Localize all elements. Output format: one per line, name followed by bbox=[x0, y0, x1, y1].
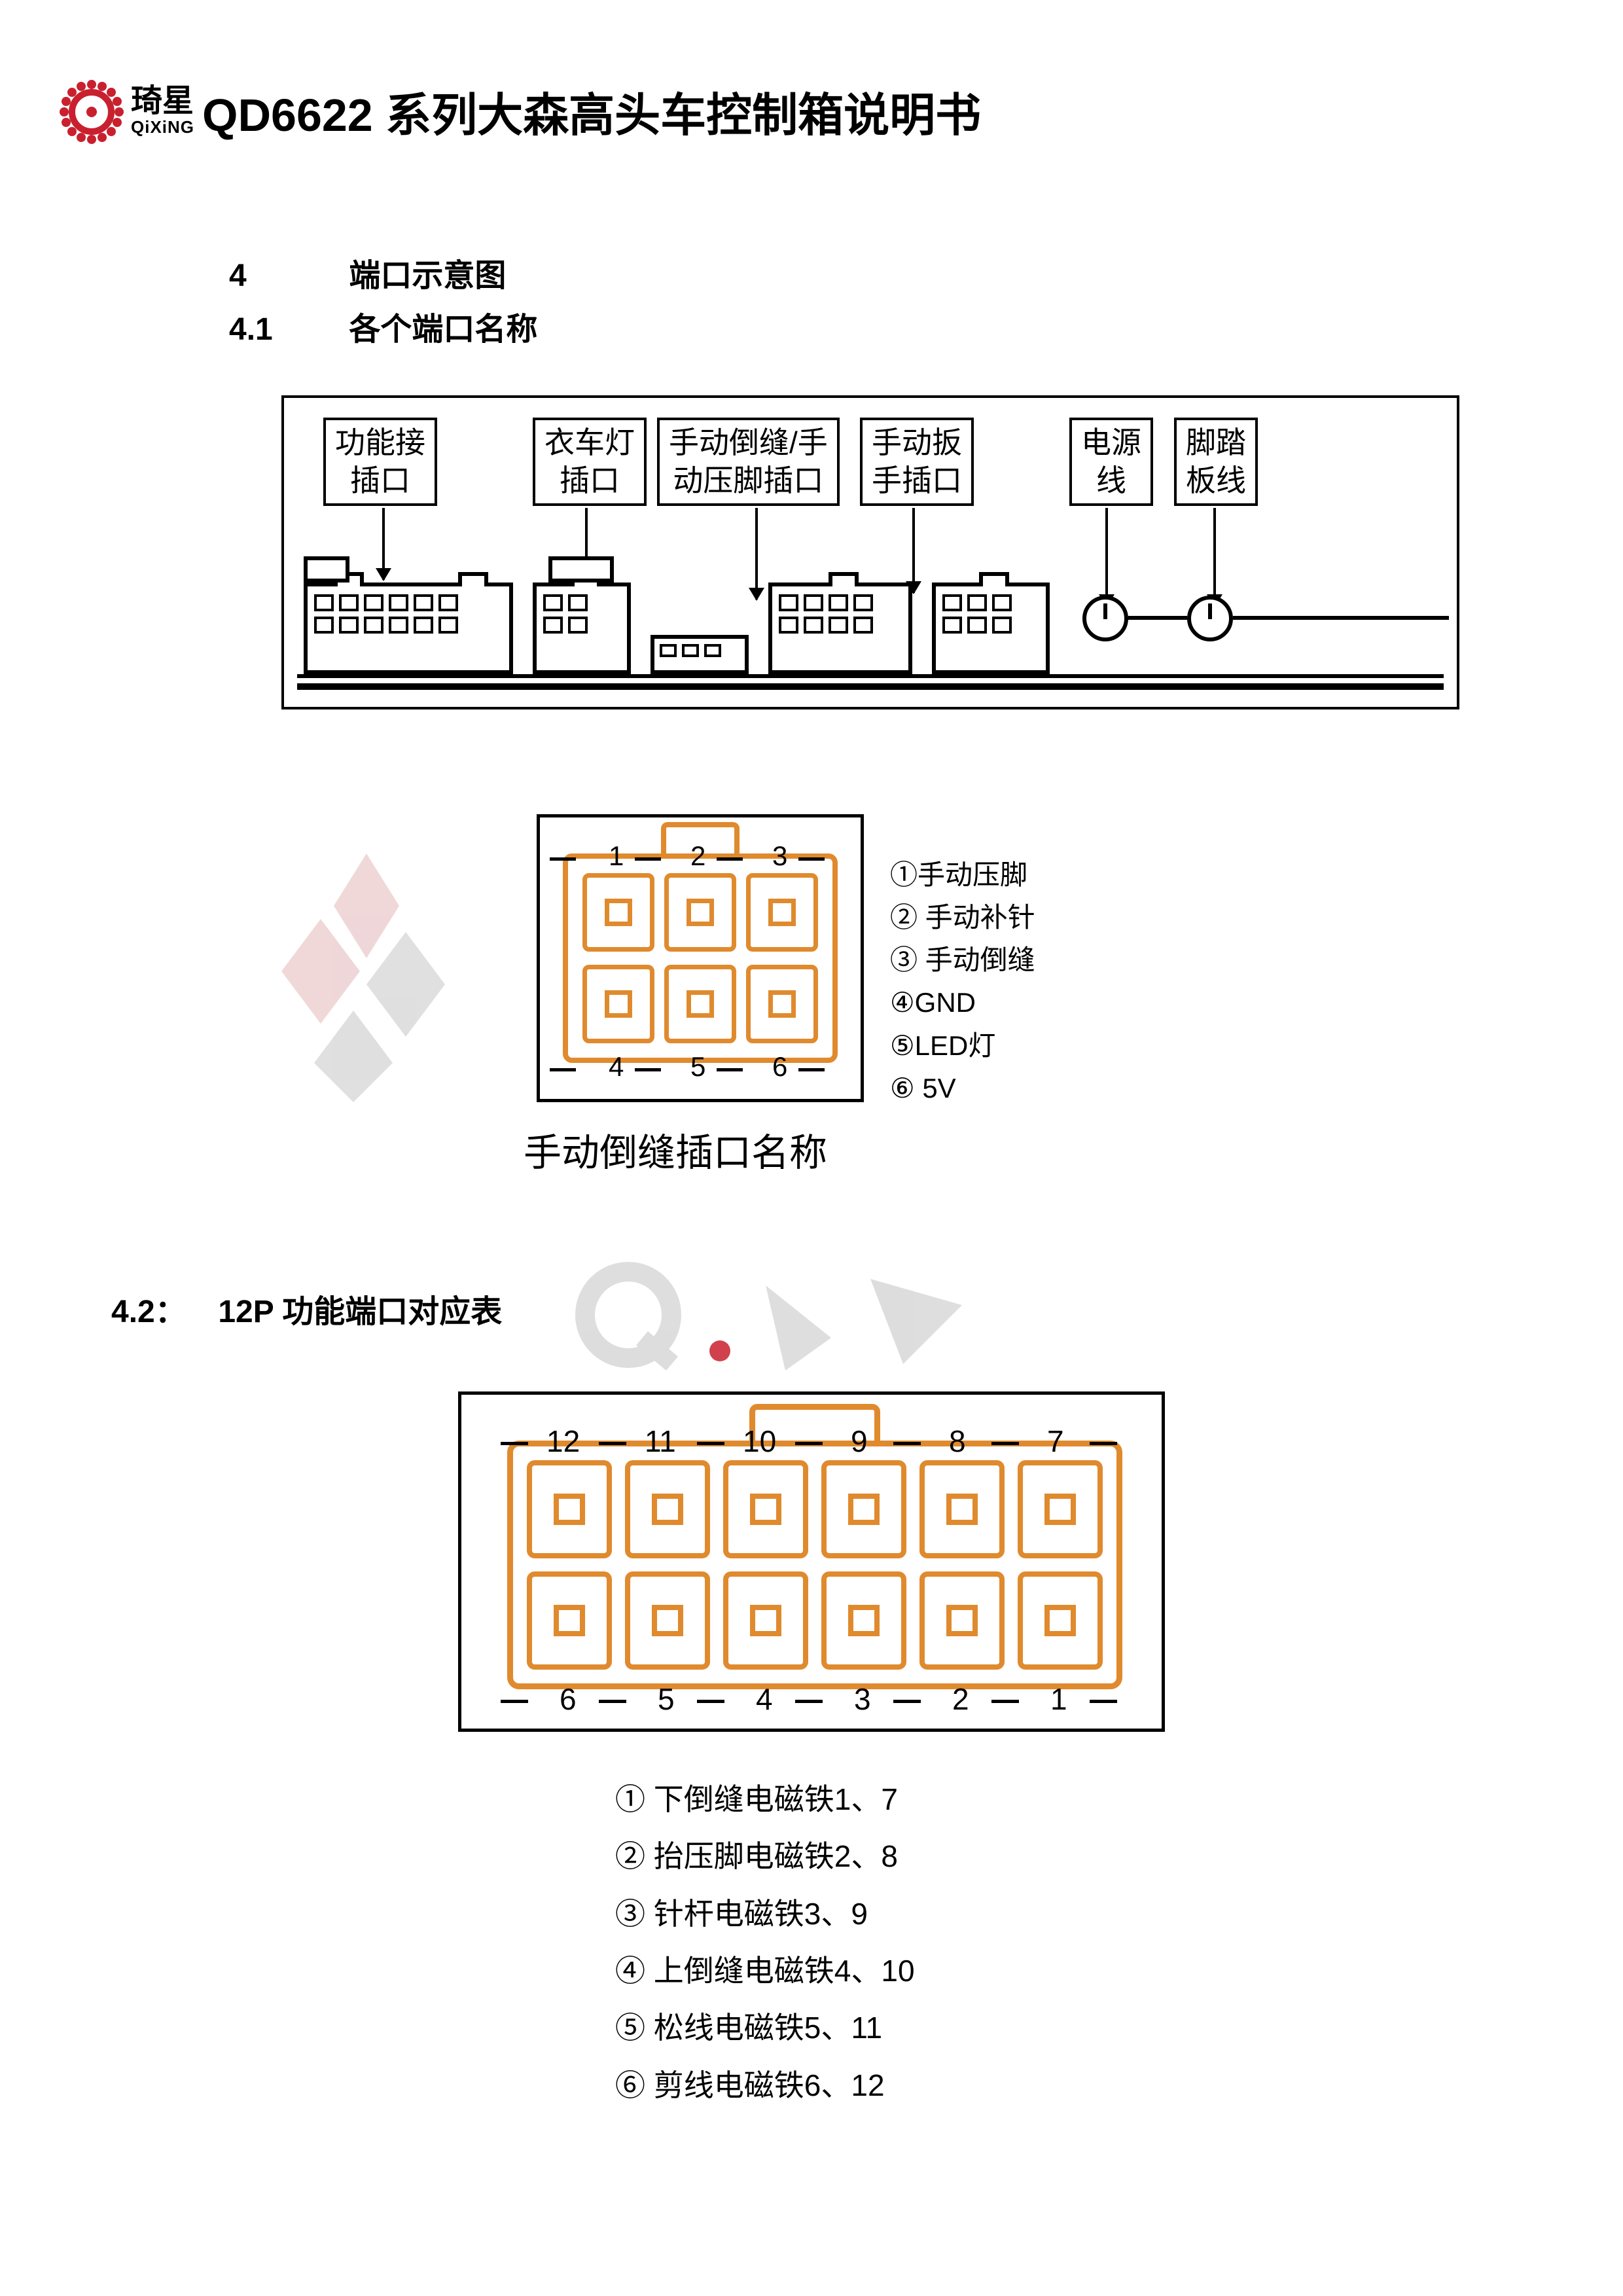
pin-cell bbox=[919, 1460, 1005, 1558]
pin-cell bbox=[821, 1571, 906, 1670]
connector-12pin-diagram: 12 11 10 9 8 7 6 5 4 3 2 1 bbox=[419, 1391, 1204, 2114]
watermark-icon bbox=[275, 827, 458, 1102]
section-4-label: 端口示意图 bbox=[349, 259, 506, 293]
pin-num: 2 bbox=[952, 1681, 969, 1717]
legend-item: ⑥ 5V bbox=[890, 1067, 1035, 1109]
section-4-num: 4 bbox=[229, 249, 340, 303]
pin-num: 3 bbox=[772, 840, 787, 872]
legend-item: ③ 手动倒缝 bbox=[890, 939, 1035, 981]
rail-icon bbox=[297, 674, 1444, 678]
section-4-1-label: 各个端口名称 bbox=[349, 312, 537, 347]
brand-logo: 琦星 QiXiNG bbox=[59, 79, 194, 145]
section-4-2-row: 4.2： 12P 功能端口对应表 bbox=[59, 1285, 1564, 1339]
pin-cell bbox=[582, 965, 654, 1043]
arrow-icon bbox=[1213, 508, 1216, 606]
legend-item: ② 抬压脚电磁铁2、8 bbox=[615, 1828, 1204, 1885]
pin-cell bbox=[1018, 1460, 1103, 1558]
pin-cell bbox=[527, 1571, 612, 1670]
page-header: 琦星 QiXiNG QD6622 系列大森高头车控制箱说明书 bbox=[59, 79, 1564, 145]
arrow-icon bbox=[755, 508, 758, 600]
legend-item: ④ 上倒缝电磁铁4、10 bbox=[615, 1943, 1204, 2000]
pin-num: 4 bbox=[609, 1051, 624, 1083]
panel-label-4: 手动扳 手插口 bbox=[860, 418, 974, 506]
watermark-q-icon bbox=[569, 1259, 1027, 1377]
pin-num: 6 bbox=[772, 1051, 787, 1083]
port-panel-diagram: 功能接 插口 衣车灯 插口 手动倒缝/手 动压脚插口 手动扳 手插口 电源 线 … bbox=[281, 395, 1459, 709]
legend-item: ② 手动补针 bbox=[890, 896, 1035, 939]
connector-b bbox=[533, 583, 631, 674]
pin-cell bbox=[625, 1460, 710, 1558]
section-4-1: 4.1 各个端口名称 bbox=[229, 303, 1564, 357]
connector-6pin-legend: ①手动压脚 ② 手动补针 ③ 手动倒缝 ④GND ⑤LED灯 ⑥ 5V bbox=[890, 853, 1035, 1109]
panel-label-5: 电源 线 bbox=[1069, 418, 1153, 506]
panel-label-1: 功能接 插口 bbox=[323, 418, 437, 506]
legend-item: ⑤LED灯 bbox=[890, 1024, 1035, 1067]
brand-name-cn: 琦星 bbox=[131, 86, 194, 117]
wire-icon bbox=[1128, 616, 1187, 620]
pin-num: 12 bbox=[546, 1424, 580, 1459]
pin-num: 1 bbox=[609, 840, 624, 872]
legend-item: ③ 针杆电磁铁3、9 bbox=[615, 1886, 1204, 1943]
pin-num: 7 bbox=[1047, 1424, 1064, 1459]
pin-cell bbox=[723, 1571, 808, 1670]
panel-label-2: 衣车灯 插口 bbox=[533, 418, 647, 506]
gear-icon bbox=[59, 79, 124, 145]
pin-cell bbox=[821, 1460, 906, 1558]
cable-knob-icon bbox=[1082, 596, 1128, 641]
pin-num: 5 bbox=[658, 1681, 675, 1717]
pin-num: 6 bbox=[560, 1681, 577, 1717]
pin-cell bbox=[664, 873, 736, 952]
legend-item: ① 下倒缝电磁铁1、7 bbox=[615, 1771, 1204, 1828]
pin-num: 10 bbox=[743, 1424, 776, 1459]
pin-num: 8 bbox=[949, 1424, 966, 1459]
pin-num: 4 bbox=[756, 1681, 773, 1717]
brand-name-en: QiXiNG bbox=[131, 117, 194, 137]
pin-cell bbox=[1018, 1571, 1103, 1670]
pin-num: 9 bbox=[851, 1424, 868, 1459]
arrow-icon bbox=[912, 508, 915, 593]
pin-cell bbox=[746, 873, 818, 952]
connector-c bbox=[651, 635, 749, 674]
pin-cell bbox=[582, 873, 654, 952]
pin-num: 3 bbox=[854, 1681, 871, 1717]
panel-label-6: 脚踏 板线 bbox=[1174, 418, 1258, 506]
connector-a bbox=[304, 583, 513, 674]
connector-d bbox=[768, 583, 912, 674]
connector-6pin-caption: 手动倒缝插口名称 bbox=[524, 1122, 827, 1177]
section-4-2-label: 12P 功能端口对应表 bbox=[218, 1295, 502, 1329]
panel-label-3: 手动倒缝/手 动压脚插口 bbox=[657, 418, 840, 506]
connector-6pin-diagram: 1 2 3 4 5 6 ①手动压脚 ② 手动补针 ③ 手动倒缝 ④GND ⑤LE… bbox=[353, 814, 1270, 1207]
legend-item: ①手动压脚 bbox=[890, 853, 1035, 896]
legend-item: ⑤ 松线电磁铁5、11 bbox=[615, 2000, 1204, 2056]
rail-icon bbox=[297, 683, 1444, 690]
brand-text: 琦星 QiXiNG bbox=[131, 86, 194, 137]
pin-cell bbox=[625, 1571, 710, 1670]
section-4: 4 端口示意图 bbox=[229, 249, 1564, 303]
pin-cell bbox=[527, 1460, 612, 1558]
page-title: QD6622 系列大森高头车控制箱说明书 bbox=[202, 79, 981, 145]
wire-icon bbox=[1233, 616, 1449, 620]
pin-cell bbox=[664, 965, 736, 1043]
connector-12pin-frame: 12 11 10 9 8 7 6 5 4 3 2 1 bbox=[458, 1391, 1165, 1732]
legend-item: ④GND bbox=[890, 981, 1035, 1024]
connector-12pin-legend: ① 下倒缝电磁铁1、7 ② 抬压脚电磁铁2、8 ③ 针杆电磁铁3、9 ④ 上倒缝… bbox=[615, 1771, 1204, 2114]
pin-num: 5 bbox=[690, 1051, 705, 1083]
pin-cell bbox=[919, 1571, 1005, 1670]
connector-e bbox=[932, 583, 1050, 674]
section-4-1-num: 4.1 bbox=[229, 303, 340, 357]
section-4-2-num: 4.2： bbox=[111, 1285, 209, 1339]
pin-cell bbox=[723, 1460, 808, 1558]
cable-knob-icon bbox=[1187, 596, 1233, 641]
arrow-icon bbox=[1105, 508, 1108, 606]
pin-num: 1 bbox=[1050, 1681, 1067, 1717]
arrow-icon bbox=[382, 508, 385, 580]
pin-num: 2 bbox=[690, 840, 705, 872]
pin-num: 11 bbox=[645, 1424, 676, 1459]
legend-item: ⑥ 剪线电磁铁6、12 bbox=[615, 2057, 1204, 2114]
pin-cell bbox=[746, 965, 818, 1043]
